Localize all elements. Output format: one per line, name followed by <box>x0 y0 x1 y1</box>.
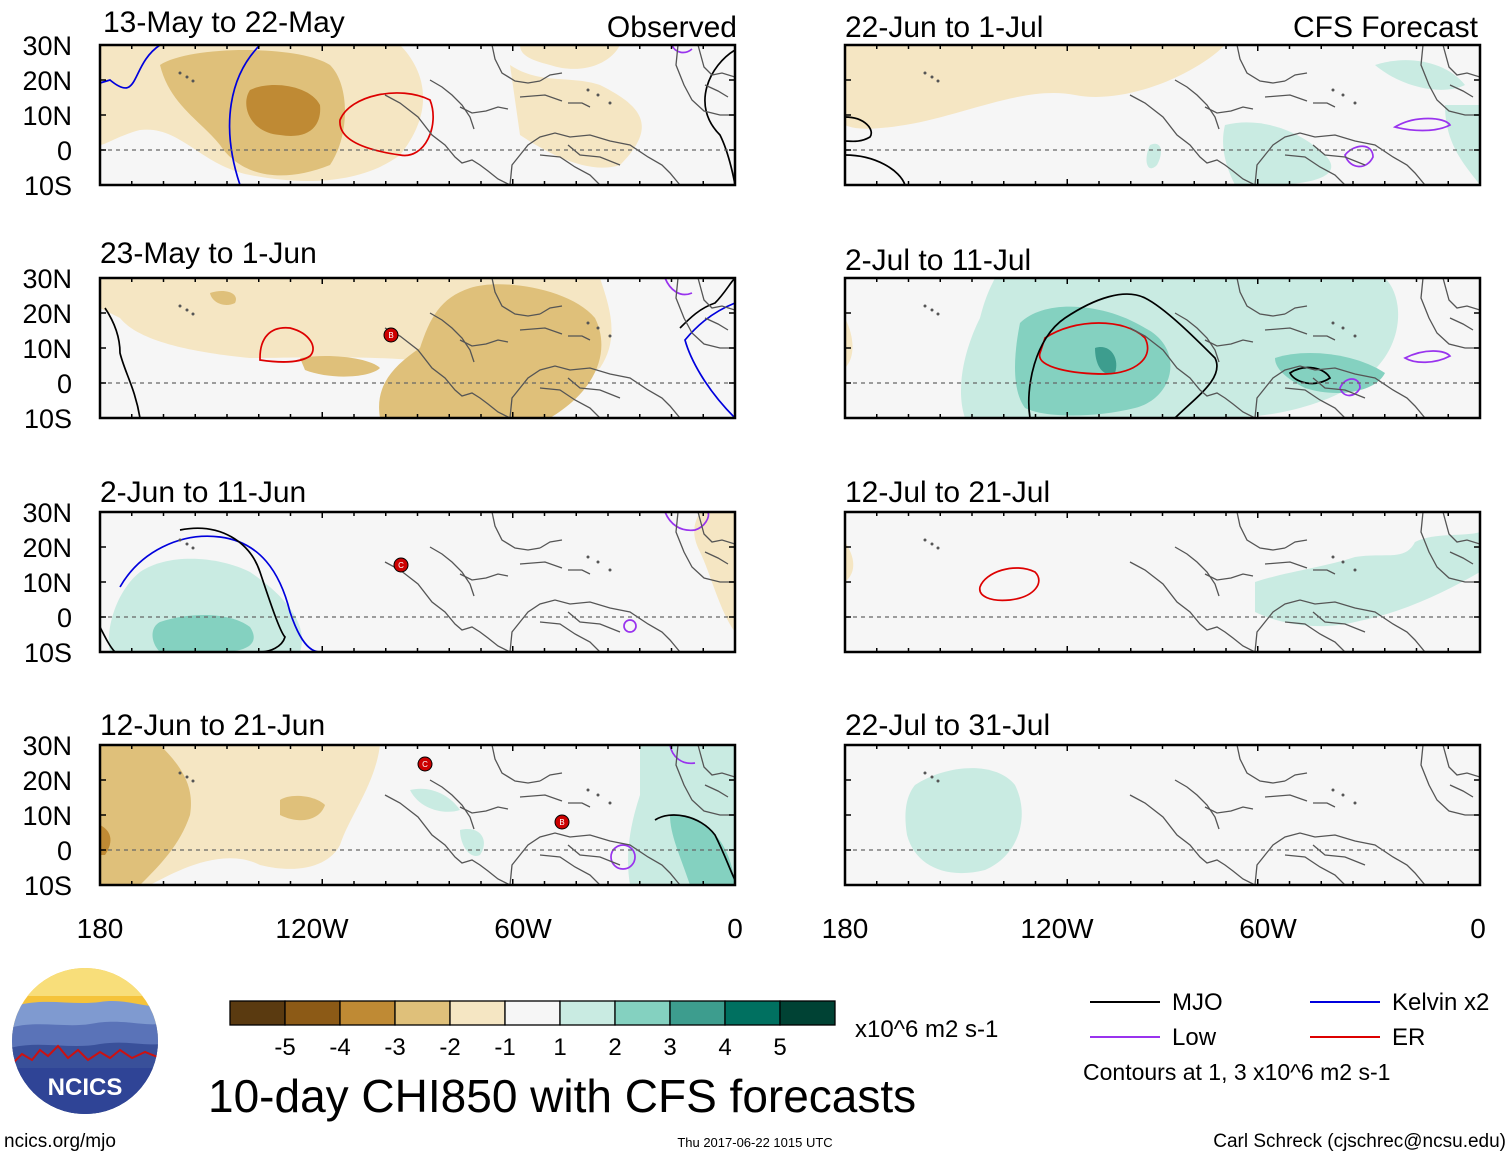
svg-text:120W: 120W <box>1020 913 1094 944</box>
svg-text:180: 180 <box>77 913 124 944</box>
panel-period-label: 12-Jun to 21-Jun <box>100 709 325 742</box>
footer-website: ncics.org/mjo <box>4 1131 116 1152</box>
colorbar-cell <box>394 1000 451 1026</box>
panel-2jul-11jul: 2-Jul to 11-Jul <box>843 244 1482 420</box>
panel-12jun-21jun: 12-Jun to 21-Jun C B <box>98 709 737 887</box>
storm-marker: C <box>393 557 409 573</box>
colorbar-tick-label: 3 <box>663 1034 676 1061</box>
panel-period-label: 2-Jul to 11-Jul <box>845 244 1031 277</box>
panel-12jul-21jul: 12-Jul to 21-Jul <box>843 476 1482 654</box>
colorbar-cell <box>669 1000 726 1026</box>
panel-period-label: 23-May to 1-Jun <box>100 237 317 270</box>
colorbar-tick-label: 1 <box>553 1034 566 1061</box>
svg-text:30N: 30N <box>22 31 72 61</box>
ncics-logo: NCICS <box>12 968 158 1114</box>
colorbar-cell <box>559 1000 616 1026</box>
storm-marker: B <box>554 814 570 830</box>
svg-text:10S: 10S <box>24 404 72 434</box>
svg-text:10S: 10S <box>24 638 72 668</box>
colorbar-cell <box>614 1000 671 1026</box>
svg-text:C: C <box>398 561 404 570</box>
legend-low-label: Low <box>1172 1024 1217 1051</box>
observed-label: Observed <box>607 11 737 44</box>
footer-author: Carl Schreck (cjschrec@ncsu.edu) <box>1213 1131 1506 1152</box>
colorbar-unit-label: x10^6 m2 s-1 <box>855 1016 998 1043</box>
longitude-labels: 180 120W 60W 0 180 120W 60W 0 <box>77 913 1486 944</box>
logo-text: NCICS <box>48 1074 123 1101</box>
colorbar: -5 -4 -3 -2 -1 1 2 3 4 5 x10^6 m2 s-1 <box>229 1000 998 1061</box>
panel-period-label: 2-Jun to 11-Jun <box>100 476 306 509</box>
colorbar-cell <box>779 1000 836 1026</box>
svg-text:B: B <box>388 331 393 340</box>
colorbar-tick-label: -4 <box>329 1034 350 1061</box>
panel-2jun-11jun: 2-Jun to 11-Jun C <box>98 476 737 654</box>
svg-text:0: 0 <box>57 603 72 633</box>
main-title: 10-day CHI850 with CFS forecasts <box>208 1070 916 1122</box>
colorbar-tick-label: -3 <box>384 1034 405 1061</box>
colorbar-cell <box>504 1000 561 1026</box>
colorbar-cell <box>284 1000 341 1026</box>
colorbar-cell <box>449 1000 506 1026</box>
svg-text:0: 0 <box>1470 913 1486 944</box>
svg-text:20N: 20N <box>22 533 72 563</box>
panel-23may-1jun: 23-May to 1-Jun B <box>98 237 737 420</box>
colorbar-tick-label: -1 <box>494 1034 515 1061</box>
storm-marker: C <box>417 756 433 772</box>
svg-text:0: 0 <box>727 913 743 944</box>
svg-text:10S: 10S <box>24 871 72 901</box>
legend-mjo-label: MJO <box>1172 989 1223 1016</box>
svg-text:120W: 120W <box>275 913 349 944</box>
svg-text:60W: 60W <box>494 913 552 944</box>
storm-marker: B <box>383 327 399 343</box>
panel-22jul-31jul: 22-Jul to 31-Jul <box>843 709 1482 887</box>
panel-22jun-1jul: 22-Jun to 1-Jul CFS Forecast <box>843 11 1482 187</box>
footer-timestamp: Thu 2017-06-22 1015 UTC <box>677 1135 832 1150</box>
panel-period-label: 22-Jul to 31-Jul <box>845 709 1050 742</box>
panel-period-label: 12-Jul to 21-Jul <box>845 476 1050 509</box>
colorbar-cell <box>724 1000 781 1026</box>
svg-text:10S: 10S <box>24 171 72 201</box>
svg-text:60W: 60W <box>1239 913 1297 944</box>
contour-legend: MJO Kelvin x2 Low ER Contours at 1, 3 x1… <box>1083 989 1489 1085</box>
colorbar-cell <box>229 1000 286 1026</box>
svg-text:20N: 20N <box>22 299 72 329</box>
legend-kelvin-label: Kelvin x2 <box>1392 989 1489 1016</box>
colorbar-tick-label: 2 <box>608 1034 621 1061</box>
panel-13may-22may: 13-May to 22-May Observed <box>98 6 737 187</box>
contour-note: Contours at 1, 3 x10^6 m2 s-1 <box>1083 1059 1390 1085</box>
svg-text:20N: 20N <box>22 66 72 96</box>
colorbar-tick-label: -2 <box>439 1034 460 1061</box>
svg-text:0: 0 <box>57 836 72 866</box>
colorbar-tick-label: 5 <box>773 1034 786 1061</box>
svg-text:30N: 30N <box>22 264 72 294</box>
colorbar-tick-label: -5 <box>274 1034 295 1061</box>
colorbar-cell <box>339 1000 396 1026</box>
svg-text:10N: 10N <box>22 334 72 364</box>
svg-text:0: 0 <box>57 369 72 399</box>
svg-text:30N: 30N <box>22 731 72 761</box>
svg-text:C: C <box>422 760 428 769</box>
svg-text:10N: 10N <box>22 101 72 131</box>
panel-period-label: 13-May to 22-May <box>103 6 345 39</box>
colorbar-tick-label: 4 <box>718 1034 731 1061</box>
svg-text:10N: 10N <box>22 568 72 598</box>
legend-er-label: ER <box>1392 1024 1425 1051</box>
svg-text:0: 0 <box>57 136 72 166</box>
svg-text:30N: 30N <box>22 498 72 528</box>
latitude-labels: 30N 20N 10N 0 10S 30N 20N 10N 0 10S 30N … <box>22 31 72 901</box>
svg-text:20N: 20N <box>22 766 72 796</box>
svg-text:180: 180 <box>822 913 869 944</box>
cfs-forecast-label: CFS Forecast <box>1293 11 1479 44</box>
panel-period-label: 22-Jun to 1-Jul <box>845 11 1043 44</box>
svg-text:B: B <box>559 818 564 827</box>
svg-text:10N: 10N <box>22 801 72 831</box>
